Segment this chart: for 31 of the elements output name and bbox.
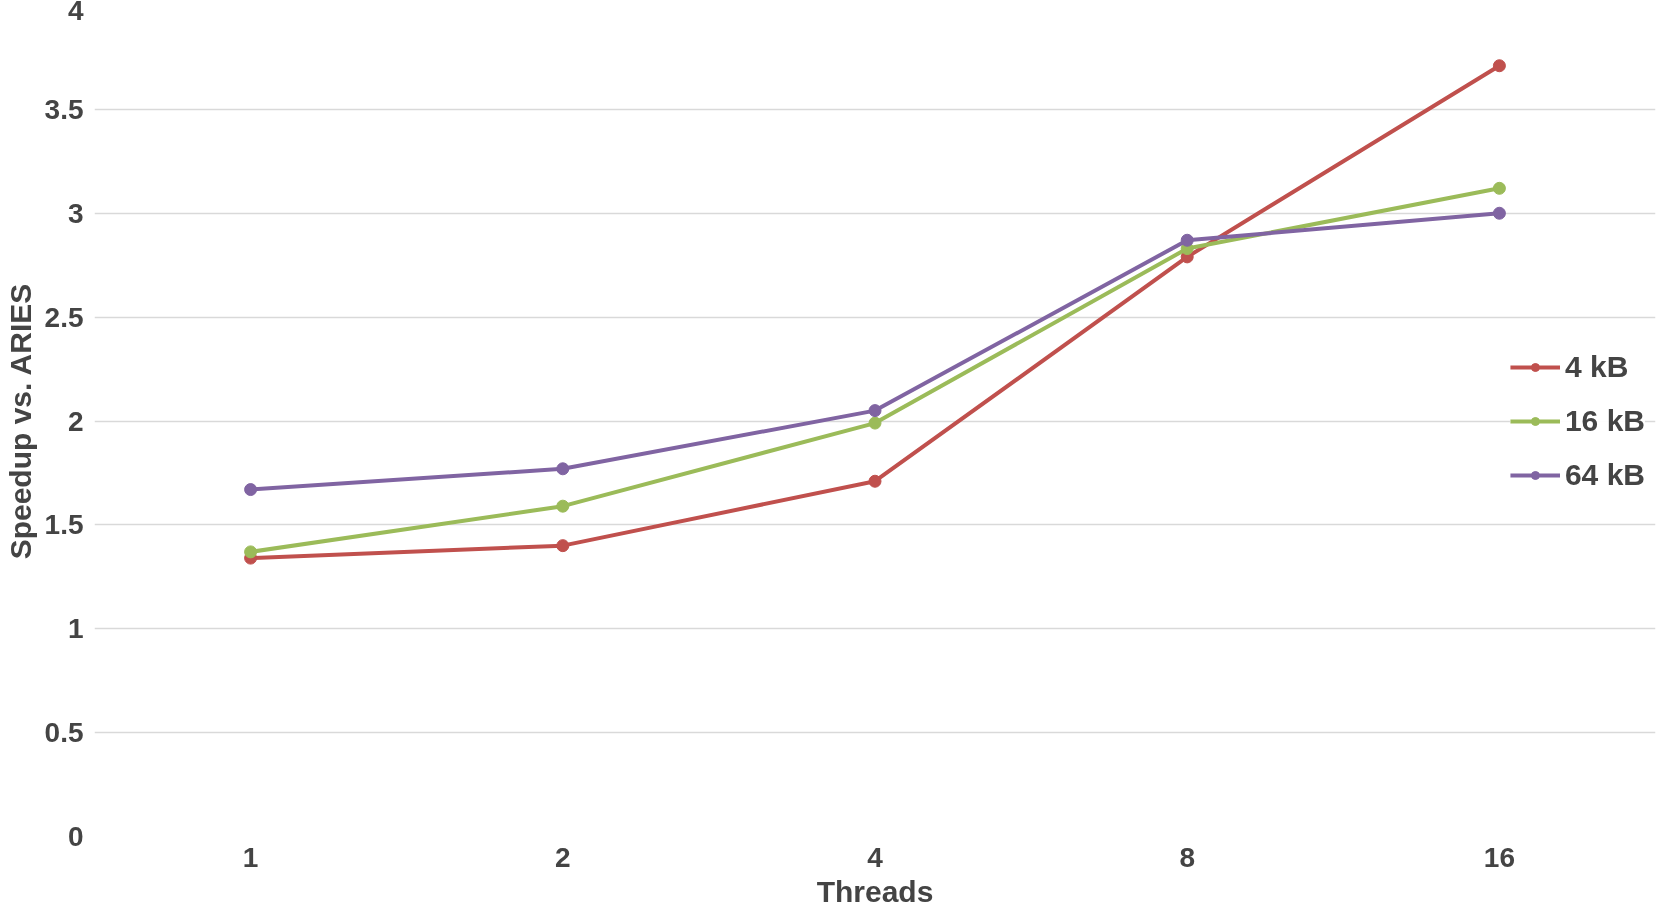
- x-tick-label: 1: [242, 841, 259, 873]
- point: [868, 474, 882, 488]
- y-tick-label: 1.5: [44, 509, 84, 541]
- y-tick-label: 2.5: [44, 301, 84, 333]
- legend-label: 64 kB: [1564, 457, 1645, 492]
- x-axis-title: Threads: [816, 874, 934, 908]
- x-tick-label: 8: [1179, 841, 1195, 873]
- point: [1492, 59, 1506, 73]
- point: [244, 483, 258, 497]
- point: [556, 462, 570, 476]
- y-tick-label: 1: [67, 613, 84, 645]
- point: [244, 545, 258, 559]
- y-tick-label: 3.5: [44, 93, 84, 125]
- x-tick-label: 16: [1483, 841, 1515, 873]
- x-tick-label: 4: [867, 841, 884, 873]
- y-axis-title: Speedup vs. ARIES: [3, 283, 37, 560]
- point: [556, 539, 570, 553]
- y-tick-label: 0: [67, 821, 84, 852]
- point: [556, 499, 570, 513]
- y-tick-label: 2: [67, 405, 84, 437]
- legend-label: 4 kB: [1564, 349, 1629, 384]
- legend-label: 16 kB: [1564, 403, 1645, 438]
- point: [868, 416, 882, 430]
- y-tick-label: 3: [67, 197, 84, 229]
- point: [1492, 206, 1506, 220]
- point: [1180, 233, 1194, 247]
- y-tick-label: 4: [67, 0, 84, 26]
- point: [1492, 181, 1506, 195]
- x-tick-label: 2: [555, 841, 571, 873]
- point: [868, 404, 882, 418]
- y-tick-label: 0.5: [44, 717, 84, 749]
